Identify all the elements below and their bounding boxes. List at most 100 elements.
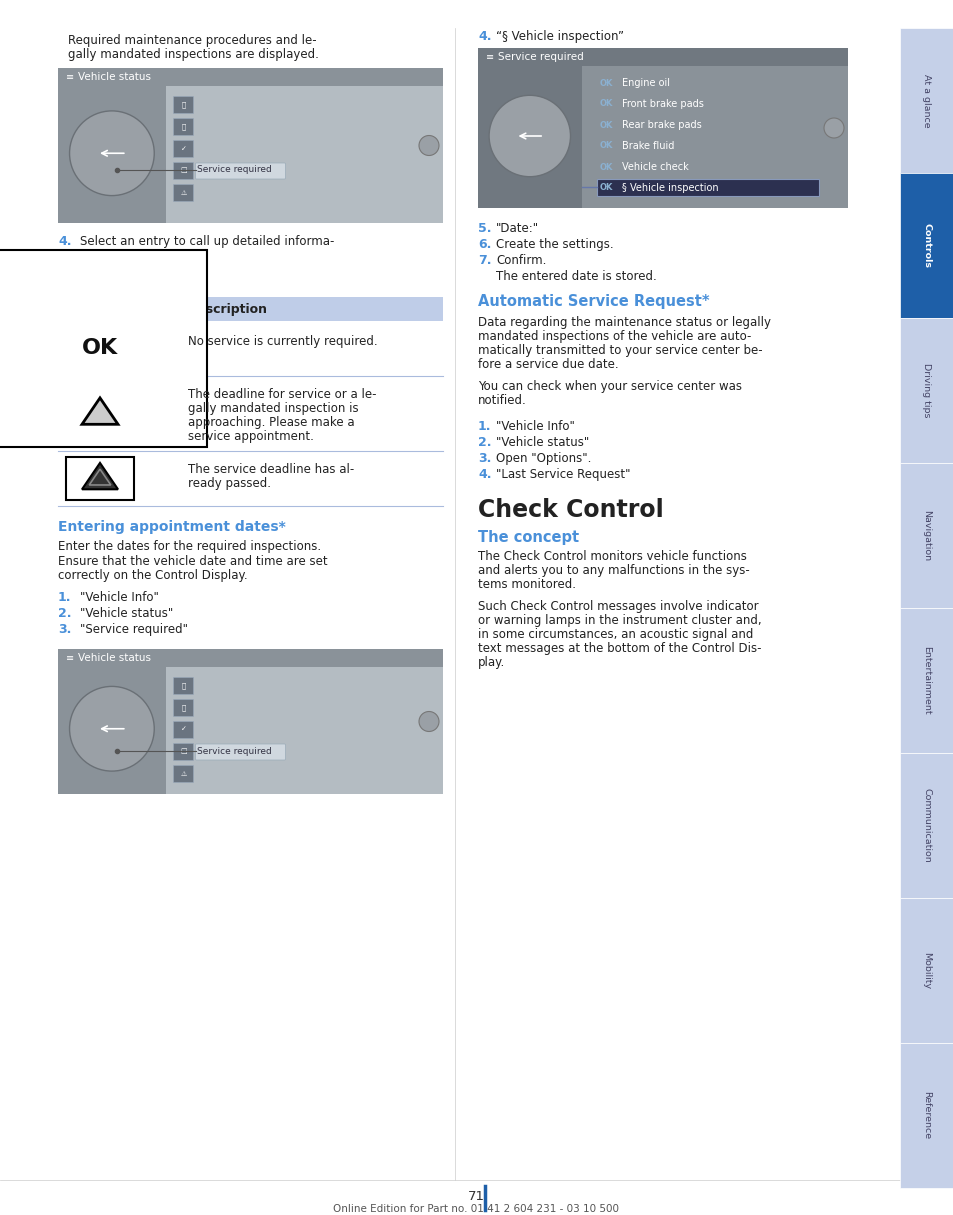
Text: matically transmitted to your service center be-: matically transmitted to your service ce… (477, 344, 761, 357)
Text: ≡: ≡ (66, 652, 74, 663)
Text: OK: OK (599, 100, 613, 108)
Text: 4.: 4. (58, 234, 71, 248)
Text: Symbols: Symbols (58, 273, 133, 288)
Text: Online Edition for Part no. 01 41 2 604 231 - 03 10 500: Online Edition for Part no. 01 41 2 604 … (333, 1204, 618, 1214)
Text: 4.: 4. (477, 30, 491, 43)
Text: The service deadline has al-: The service deadline has al- (188, 463, 354, 476)
Text: tems monitored.: tems monitored. (477, 578, 576, 590)
Text: 3.: 3. (58, 623, 71, 635)
Text: Entering appointment dates*: Entering appointment dates* (58, 520, 286, 535)
Bar (899, 753, 953, 898)
Text: 5.: 5. (477, 222, 491, 234)
Text: The Check Control monitors vehicle functions: The Check Control monitors vehicle funct… (477, 550, 746, 563)
Bar (477, 49, 581, 208)
Text: OK: OK (599, 163, 613, 171)
Text: "Vehicle Info": "Vehicle Info" (496, 420, 575, 433)
Text: Mobility: Mobility (922, 951, 930, 989)
Text: 71: 71 (467, 1189, 484, 1203)
Text: Ⓘ: Ⓘ (181, 705, 186, 711)
Text: ready passed.: ready passed. (188, 477, 271, 490)
Text: □: □ (180, 748, 187, 755)
Bar (173, 765, 193, 782)
Text: Communication: Communication (922, 789, 930, 863)
Bar (58, 68, 166, 224)
Text: approaching. Please make a: approaching. Please make a (188, 416, 355, 429)
Bar (899, 898, 953, 1042)
Text: 2.: 2. (477, 436, 491, 450)
Text: Brake fluid: Brake fluid (621, 141, 673, 151)
Text: gally mandated inspection is: gally mandated inspection is (188, 402, 358, 416)
Circle shape (70, 111, 154, 196)
Circle shape (823, 118, 843, 139)
Polygon shape (82, 463, 118, 490)
Text: No service is currently required.: No service is currently required. (188, 335, 377, 347)
Bar (173, 744, 193, 761)
Text: Driving tips: Driving tips (922, 363, 930, 418)
Bar (173, 96, 193, 113)
Text: ✓: ✓ (180, 727, 186, 733)
Text: Front brake pads: Front brake pads (621, 98, 702, 109)
Text: correctly on the Control Display.: correctly on the Control Display. (58, 569, 248, 582)
Bar (173, 183, 193, 200)
Bar (58, 296, 442, 321)
Text: 2.: 2. (58, 608, 71, 620)
Text: Navigation: Navigation (922, 510, 930, 561)
Text: Vehicle status: Vehicle status (78, 72, 151, 81)
Text: "Vehicle status": "Vehicle status" (496, 436, 589, 450)
Bar (58, 68, 442, 224)
Text: □: □ (180, 168, 187, 174)
Bar (477, 49, 847, 66)
Bar (58, 649, 166, 793)
Text: ≡: ≡ (485, 52, 494, 62)
Text: Automatic Service Request*: Automatic Service Request* (477, 294, 709, 309)
Text: "Vehicle Info": "Vehicle Info" (80, 590, 159, 604)
Text: "Last Service Request": "Last Service Request" (496, 468, 630, 481)
Text: play.: play. (477, 656, 505, 669)
Bar (173, 677, 193, 694)
Text: OK: OK (599, 183, 613, 192)
Text: Vehicle check: Vehicle check (621, 162, 688, 173)
Text: § Vehicle inspection: § Vehicle inspection (621, 183, 718, 193)
Text: gally mandated inspections are displayed.: gally mandated inspections are displayed… (68, 49, 318, 61)
Text: "Service required": "Service required" (80, 623, 188, 635)
Bar (58, 68, 442, 86)
Text: The concept: The concept (477, 530, 578, 546)
FancyBboxPatch shape (195, 744, 285, 761)
Bar (58, 649, 442, 793)
Text: 1.: 1. (477, 420, 491, 433)
Bar (899, 608, 953, 753)
Circle shape (70, 686, 154, 772)
Text: 3.: 3. (477, 452, 491, 465)
Text: Check Control: Check Control (477, 498, 663, 522)
Text: Confirm.: Confirm. (496, 254, 546, 267)
Text: Description: Description (188, 303, 268, 316)
Text: Entertainment: Entertainment (922, 646, 930, 714)
Text: Rear brake pads: Rear brake pads (621, 120, 700, 130)
Text: Select an entry to call up detailed informa-: Select an entry to call up detailed info… (80, 234, 334, 248)
Bar (58, 649, 442, 667)
Text: The deadline for service or a le-: The deadline for service or a le- (188, 388, 376, 401)
Text: Data regarding the maintenance status or legally: Data regarding the maintenance status or… (477, 316, 770, 329)
Text: Symbols: Symbols (68, 303, 127, 316)
Text: Required maintenance procedures and le-: Required maintenance procedures and le- (68, 34, 316, 47)
Text: and alerts you to any malfunctions in the sys-: and alerts you to any malfunctions in th… (477, 564, 749, 577)
Text: or warning lamps in the instrument cluster and,: or warning lamps in the instrument clust… (477, 614, 760, 627)
Text: ⚠: ⚠ (180, 770, 187, 776)
Bar (899, 1042, 953, 1188)
Text: notified.: notified. (477, 394, 526, 407)
Circle shape (418, 712, 438, 731)
Text: Vehicle status: Vehicle status (78, 652, 151, 663)
Text: At a glance: At a glance (922, 74, 930, 128)
Circle shape (418, 136, 438, 156)
Text: Engine oil: Engine oil (621, 78, 669, 87)
Text: OK: OK (82, 339, 118, 358)
Bar (899, 318, 953, 463)
Text: Open "Options".: Open "Options". (496, 452, 591, 465)
Text: “§ Vehicle inspection”: “§ Vehicle inspection” (496, 30, 623, 43)
Bar (173, 118, 193, 135)
Bar (477, 49, 847, 208)
Text: 6.: 6. (477, 238, 491, 252)
Text: Ⓢ: Ⓢ (181, 682, 186, 689)
Text: Ⓘ: Ⓘ (181, 123, 186, 130)
Text: Enter the dates for the required inspections.: Enter the dates for the required inspect… (58, 539, 321, 553)
